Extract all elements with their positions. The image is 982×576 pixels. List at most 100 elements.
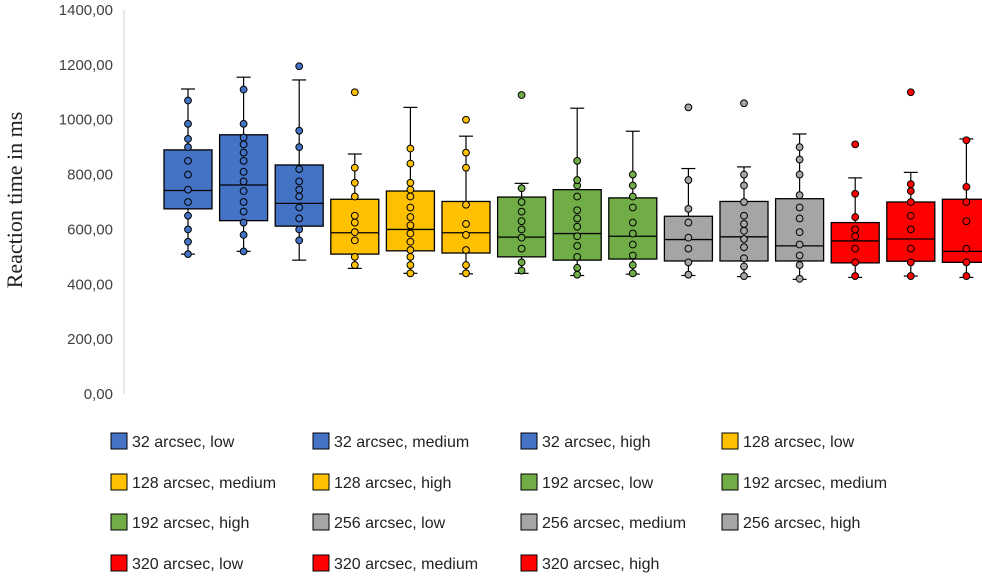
data-point bbox=[684, 244, 693, 253]
legend-item: 256 arcsec, high bbox=[721, 513, 860, 532]
data-point bbox=[573, 232, 582, 241]
data-point bbox=[295, 214, 304, 223]
data-point bbox=[740, 220, 748, 228]
data-point bbox=[517, 225, 526, 234]
data-point bbox=[295, 143, 304, 152]
data-point bbox=[795, 203, 804, 212]
data-point bbox=[184, 237, 192, 246]
legend-swatch bbox=[110, 473, 128, 491]
data-point bbox=[517, 207, 526, 216]
data-point bbox=[517, 258, 526, 267]
data-point bbox=[295, 192, 304, 201]
data-point bbox=[906, 198, 915, 206]
legend-label: 128 arcsec, medium bbox=[132, 475, 276, 492]
data-point bbox=[406, 178, 415, 187]
legend-swatch bbox=[520, 432, 538, 450]
data-point bbox=[851, 232, 860, 241]
data-point bbox=[239, 119, 248, 128]
legend-item: 32 arcsec, medium bbox=[312, 432, 469, 451]
data-point bbox=[350, 211, 359, 220]
data-point bbox=[517, 91, 526, 99]
y-tick-label: 800,00 bbox=[67, 167, 113, 184]
data-point bbox=[184, 185, 192, 194]
legend-label: 32 arcsec, medium bbox=[334, 434, 469, 451]
data-point bbox=[462, 148, 470, 157]
data-point bbox=[295, 185, 304, 194]
legend-swatch bbox=[520, 554, 538, 572]
legend-label: 192 arcsec, high bbox=[132, 515, 249, 532]
legend-label: 256 arcsec, high bbox=[743, 515, 860, 532]
data-point bbox=[851, 244, 860, 253]
data-point bbox=[239, 156, 248, 165]
legend-item: 320 arcsec, high bbox=[520, 554, 659, 573]
legend-label: 320 arcsec, low bbox=[132, 556, 244, 573]
legend-swatch bbox=[312, 554, 330, 572]
data-point bbox=[684, 270, 693, 279]
data-point bbox=[462, 163, 470, 172]
data-point bbox=[406, 203, 415, 212]
data-point bbox=[851, 189, 860, 198]
data-point bbox=[350, 163, 359, 172]
data-point bbox=[350, 88, 359, 97]
legend-swatch bbox=[721, 473, 739, 491]
data-point bbox=[350, 236, 359, 245]
data-point bbox=[350, 228, 359, 237]
data-point bbox=[406, 252, 415, 261]
data-point bbox=[295, 203, 304, 212]
box-series bbox=[663, 103, 714, 279]
data-point bbox=[628, 192, 637, 201]
data-point bbox=[239, 148, 248, 157]
box-series bbox=[441, 115, 491, 278]
legend-item: 320 arcsec, medium bbox=[312, 554, 478, 573]
legend-swatch bbox=[110, 432, 128, 450]
legend-item: 192 arcsec, high bbox=[110, 513, 249, 532]
data-point bbox=[906, 211, 915, 220]
box-series bbox=[719, 99, 769, 280]
y-axis-label: Reaction time in ms bbox=[2, 112, 27, 289]
data-point bbox=[962, 272, 971, 280]
data-point bbox=[740, 170, 748, 179]
legend-swatch bbox=[520, 473, 538, 491]
legend-swatch bbox=[721, 432, 739, 450]
data-point bbox=[462, 220, 470, 228]
legend-item: 128 arcsec, low bbox=[721, 432, 855, 451]
data-point bbox=[795, 170, 804, 179]
data-point bbox=[740, 235, 748, 243]
box-series bbox=[608, 130, 658, 278]
data-point bbox=[851, 225, 860, 234]
data-point bbox=[573, 192, 582, 201]
data-point bbox=[573, 263, 582, 272]
data-point bbox=[239, 85, 248, 94]
box-series bbox=[830, 140, 880, 280]
data-point bbox=[239, 177, 248, 186]
data-point bbox=[462, 269, 470, 278]
data-point bbox=[295, 62, 304, 71]
box-series bbox=[218, 76, 269, 256]
data-point bbox=[239, 187, 248, 195]
data-point bbox=[628, 269, 637, 278]
data-point bbox=[628, 251, 637, 260]
data-point bbox=[962, 183, 971, 191]
y-tick-label: 0,00 bbox=[84, 386, 113, 403]
legend-item: 32 arcsec, low bbox=[110, 432, 235, 451]
data-point bbox=[295, 225, 304, 234]
data-point bbox=[684, 258, 693, 267]
data-point bbox=[795, 214, 804, 223]
legend-label: 128 arcsec, low bbox=[743, 434, 855, 451]
box-iqr bbox=[441, 200, 491, 254]
data-point bbox=[573, 214, 582, 223]
legend-swatch bbox=[312, 473, 330, 491]
data-point bbox=[684, 218, 693, 227]
legend-label: 320 arcsec, medium bbox=[334, 556, 478, 573]
data-point bbox=[184, 198, 192, 206]
box-series bbox=[496, 91, 547, 275]
legend-swatch bbox=[312, 432, 330, 450]
legend-swatch bbox=[312, 513, 330, 531]
data-point bbox=[795, 155, 804, 164]
data-point bbox=[406, 185, 415, 194]
data-point bbox=[462, 246, 470, 254]
data-point bbox=[184, 143, 192, 152]
legend-item: 192 arcsec, medium bbox=[721, 473, 887, 492]
data-point bbox=[573, 176, 582, 184]
